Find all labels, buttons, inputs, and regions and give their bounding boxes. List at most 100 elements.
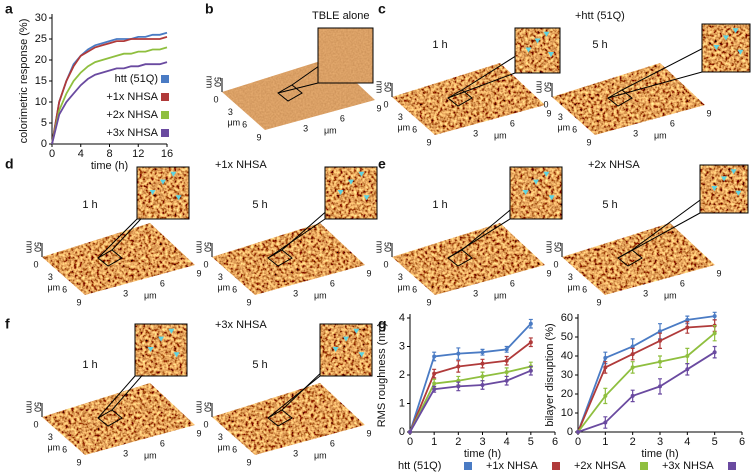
afm-tick: 6 [330, 438, 335, 448]
afm-inset [702, 24, 750, 72]
y-tick-label: 20 [35, 54, 47, 66]
y-tick-label: 15 [35, 75, 47, 87]
y-axis-label: bilayer disruption (%) [544, 323, 556, 426]
afm-unit: μm [314, 290, 327, 300]
point [528, 321, 533, 326]
afm-tick: 6 [670, 118, 675, 128]
x-tick-label: 2 [630, 436, 636, 448]
x-tick-label: 1 [431, 436, 437, 448]
series-line [577, 351, 716, 433]
point [685, 317, 690, 322]
marker-arrow [160, 179, 166, 185]
marker-arrow [147, 347, 154, 352]
afm-z-unit: nm [25, 401, 35, 414]
y-tick-label: 30 [35, 12, 47, 24]
afm-z-max: 50 [203, 242, 213, 252]
y-tick-label: 2 [399, 369, 405, 381]
point [630, 344, 635, 349]
point [456, 364, 461, 369]
point [685, 354, 690, 358]
afm-tick: 3 [473, 288, 478, 298]
point [603, 355, 608, 360]
marker-arrow [711, 186, 718, 191]
x-tick-label: 6 [552, 436, 558, 448]
series-line [409, 365, 532, 433]
marker-arrow [737, 49, 744, 55]
marker-arrow [363, 195, 370, 201]
afm-tick: 0 [33, 259, 38, 269]
afm-tick: 3 [398, 112, 403, 122]
marker-arrow [548, 195, 555, 201]
afm-inset [700, 165, 748, 213]
afm-z-max: 50 [553, 242, 563, 252]
afm-unit: μm [228, 117, 241, 127]
marker-arrow [534, 38, 541, 44]
afm-inset [320, 324, 372, 376]
marker-arrow [337, 190, 344, 195]
afm-tick: 3 [398, 272, 403, 282]
x-tick-label: 4 [78, 148, 84, 160]
legend-swatch [464, 462, 472, 470]
afm-inset [137, 167, 189, 219]
time-label: 5 h [252, 359, 267, 371]
afm-unit: μm [398, 122, 411, 132]
point [658, 359, 662, 364]
afm-tick: 0 [213, 94, 218, 104]
zoom-line [617, 212, 701, 259]
panel-label: b [205, 1, 214, 17]
marker-arrow [149, 190, 156, 195]
afm-tick: 6 [412, 285, 417, 295]
afm-surface [552, 63, 705, 135]
point [685, 367, 690, 372]
marker-arrow [730, 169, 737, 175]
afm-tick: 9 [196, 428, 201, 438]
afm-tick: 3 [633, 128, 638, 138]
afm-surface [562, 223, 715, 295]
series-line [409, 323, 532, 433]
afm-z-max: 50 [33, 402, 43, 412]
afm-tick: 9 [76, 297, 81, 307]
afm-tick: 9 [366, 428, 371, 438]
x-tick-label: 16 [161, 148, 173, 160]
afm-inset [135, 324, 187, 376]
marker-arrow [170, 171, 177, 177]
x-tick-label: 3 [479, 436, 485, 448]
zoom-line [447, 72, 516, 99]
zoom-region [97, 409, 123, 427]
panel-label: g [378, 316, 387, 332]
series-line [577, 324, 715, 433]
inset-border [699, 164, 749, 214]
afm-z-unit: nm [195, 241, 205, 254]
afm-tick: 9 [426, 297, 431, 307]
afm-tick: 6 [510, 278, 515, 288]
y-tick-label: 10 [35, 96, 47, 108]
legend-label: htt (51Q) [398, 460, 441, 472]
time-label: 1 h [82, 359, 97, 371]
afm-unit: μm [398, 282, 411, 292]
marker-arrow [332, 347, 339, 352]
inset-border [317, 27, 374, 84]
legend-swatch [640, 462, 648, 470]
point [712, 350, 717, 355]
point [630, 393, 635, 398]
legend-swatch [161, 111, 169, 119]
afm-z-unit: nm [25, 241, 35, 254]
afm-z-max: 50 [213, 77, 223, 87]
afm-z-unit: nm [195, 401, 205, 414]
zoom-line [267, 218, 326, 259]
marker-arrow [168, 328, 175, 334]
afm-tick: 0 [203, 259, 208, 269]
afm-tick: 0 [33, 419, 38, 429]
afm-tick: 9 [706, 108, 711, 118]
afm-tick: 9 [76, 457, 81, 467]
zoom-line [447, 218, 511, 259]
y-tick-label: 40 [561, 350, 573, 362]
x-tick-label: 5 [528, 436, 534, 448]
marker-arrow [533, 179, 539, 185]
legend-label: +2x NHSA [574, 460, 626, 472]
zoom-line [97, 218, 138, 259]
zoom-region [267, 249, 293, 267]
x-tick-label: 0 [575, 436, 581, 448]
inset-border [324, 166, 378, 220]
